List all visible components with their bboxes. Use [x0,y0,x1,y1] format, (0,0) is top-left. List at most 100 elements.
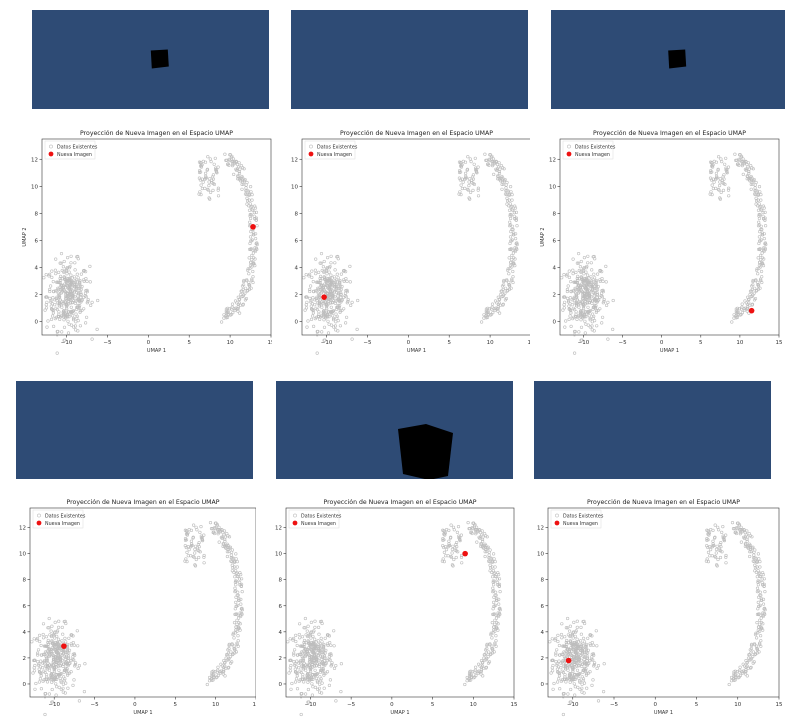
existing-point [223,660,227,664]
existing-point [312,629,316,633]
existing-point [73,261,77,265]
existing-point [301,677,305,681]
existing-point [327,270,331,274]
existing-point [183,538,188,542]
existing-point [77,664,81,668]
existing-point [758,571,762,575]
existing-point [459,533,463,537]
y-tick-label: 12 [19,526,26,532]
existing-point [725,169,729,173]
existing-point [743,306,747,310]
existing-point [715,544,719,548]
existing-point [313,289,318,293]
existing-point [299,712,303,717]
existing-point [311,640,316,644]
existing-point [303,308,307,312]
existing-point [300,692,304,696]
existing-point [458,170,462,175]
existing-point [487,650,491,654]
existing-point [220,320,224,324]
thumbnail-2 [291,10,528,109]
existing-point [753,569,757,573]
existing-point [491,159,495,163]
existing-point [575,281,579,285]
existing-point [491,580,495,584]
y-tick-label: 8 [279,578,283,584]
existing-point [592,272,596,276]
existing-point [760,227,764,232]
existing-point [463,682,467,687]
existing-point [50,687,54,692]
x-tick-label: 10 [487,340,494,346]
existing-point [317,295,321,299]
existing-point [238,611,242,615]
existing-point [736,162,740,166]
existing-point [320,660,325,664]
existing-point [318,298,322,302]
existing-point [727,186,731,190]
existing-point [228,153,232,157]
existing-point [745,544,749,548]
existing-point [601,279,605,283]
existing-point [51,296,55,300]
existing-point [458,535,462,539]
existing-point [233,589,237,594]
existing-point [252,262,256,266]
existing-point [299,695,303,699]
existing-point [495,621,499,625]
existing-point [509,229,513,234]
existing-point [335,316,339,320]
existing-point [512,210,516,215]
existing-point [709,547,713,552]
existing-point [238,577,242,581]
existing-point [508,214,512,218]
existing-point [204,174,208,179]
existing-point [585,289,589,293]
existing-point [568,308,573,312]
existing-point [238,311,242,315]
existing-point [448,536,453,540]
existing-point [611,327,615,331]
existing-point [54,682,58,686]
existing-point [47,666,51,670]
existing-point [235,167,240,171]
existing-point [35,638,39,642]
existing-point [570,634,575,638]
existing-point [71,655,75,659]
existing-point [759,593,763,597]
existing-point [508,235,513,239]
existing-point [575,619,579,623]
existing-point [302,640,306,645]
existing-point [315,295,319,299]
legend-label-new: Nueva Imagen [317,152,352,158]
existing-point [501,302,505,306]
existing-point [466,521,470,525]
existing-point [596,664,601,668]
existing-point [64,660,68,664]
existing-point [487,559,491,563]
existing-point [587,314,591,318]
existing-point [715,564,719,568]
existing-point [291,638,295,642]
existing-point [324,313,329,317]
existing-point [318,670,323,674]
existing-point [63,636,67,640]
existing-point [215,171,219,175]
existing-point [483,554,487,559]
existing-point [579,632,584,636]
existing-point [586,292,591,296]
existing-point [505,180,509,185]
existing-point [76,666,80,670]
existing-point [311,649,315,653]
existing-point [505,202,509,206]
existing-point [451,564,455,568]
existing-point [578,672,582,676]
existing-point [249,190,253,194]
x-axis-label: UMAP 1 [654,710,673,716]
existing-point [600,315,605,319]
existing-point [50,307,54,311]
existing-point [588,316,592,321]
existing-point [320,288,324,293]
existing-point [443,533,447,537]
existing-point [206,155,210,159]
